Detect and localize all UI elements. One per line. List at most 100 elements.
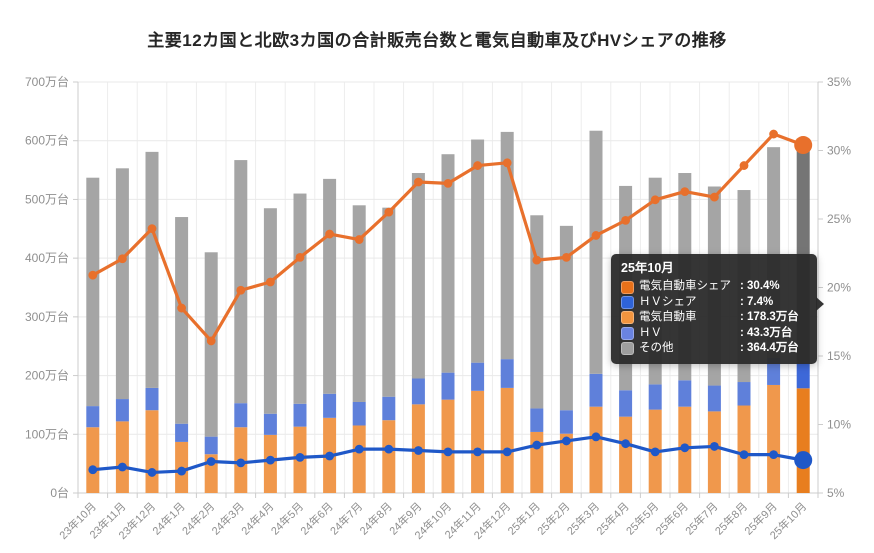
line-point-hv-share[interactable] [88, 465, 98, 475]
bar-segment-ev[interactable] [796, 388, 810, 493]
bar-segment-other[interactable] [175, 217, 189, 424]
bar-segment-other[interactable] [530, 215, 544, 409]
line-point-hv-share[interactable] [591, 432, 601, 442]
line-point-ev-share[interactable] [177, 303, 187, 313]
line-point-hv-share[interactable] [739, 450, 749, 460]
bar-segment-other[interactable] [589, 130, 603, 374]
line-point-hv-share[interactable] [532, 440, 542, 450]
line-point-ev-share[interactable] [710, 192, 719, 202]
line-point-hv-share[interactable] [295, 452, 305, 462]
line-point-hv-share[interactable] [354, 444, 364, 454]
bar-segment-other[interactable] [352, 205, 366, 402]
bar-segment-ev[interactable] [441, 399, 455, 493]
bar-segment-hv[interactable] [86, 406, 100, 428]
bar-segment-other[interactable] [559, 225, 573, 411]
bar-segment-ev[interactable] [500, 387, 514, 493]
bar-segment-hv[interactable] [382, 396, 396, 421]
line-point-ev-share[interactable] [650, 195, 660, 205]
line-point-hv-share[interactable] [794, 451, 813, 470]
line-point-hv-share[interactable] [236, 458, 246, 468]
bar-segment-hv[interactable] [796, 362, 810, 389]
line-point-ev-share[interactable] [236, 285, 246, 295]
line-point-ev-share[interactable] [295, 252, 305, 262]
bar-segment-hv[interactable] [589, 373, 603, 407]
bar-segment-hv[interactable] [175, 423, 189, 442]
line-point-hv-share[interactable] [384, 444, 394, 454]
bar-segment-ev[interactable] [382, 420, 396, 493]
line-point-hv-share[interactable] [177, 466, 187, 476]
line-point-ev-share[interactable] [266, 277, 275, 287]
bar-segment-other[interactable] [115, 168, 129, 400]
bar-segment-hv[interactable] [530, 408, 544, 432]
line-point-hv-share[interactable] [118, 462, 127, 472]
line-point-hv-share[interactable] [710, 442, 719, 451]
line-point-ev-share[interactable] [473, 161, 482, 170]
bar-segment-hv[interactable] [471, 362, 485, 391]
line-point-hv-share[interactable] [266, 455, 275, 465]
line-point-ev-share[interactable] [88, 270, 98, 280]
bar-segment-ev[interactable] [619, 416, 633, 493]
bar-segment-hv[interactable] [115, 399, 129, 422]
line-point-ev-share[interactable] [621, 215, 630, 225]
line-point-ev-share[interactable] [325, 229, 334, 239]
bar-segment-hv[interactable] [500, 359, 514, 388]
line-point-hv-share[interactable] [621, 439, 630, 449]
bar-segment-hv[interactable] [263, 413, 277, 435]
bar-segment-hv[interactable] [619, 390, 633, 417]
line-point-ev-share[interactable] [118, 254, 127, 264]
line-point-hv-share[interactable] [769, 450, 778, 460]
bar-segment-other[interactable] [293, 193, 307, 404]
bar-segment-hv[interactable] [707, 385, 721, 412]
bar-segment-other[interactable] [411, 173, 425, 379]
bar-segment-hv[interactable] [323, 393, 337, 418]
bar-segment-other[interactable] [323, 178, 337, 394]
bar-segment-other[interactable] [500, 131, 514, 360]
bar-segment-hv[interactable] [441, 372, 455, 400]
bar-segment-hv[interactable] [648, 384, 662, 410]
bar-segment-hv[interactable] [737, 382, 751, 406]
line-point-hv-share[interactable] [562, 436, 571, 446]
line-point-ev-share[interactable] [147, 224, 157, 233]
line-point-ev-share[interactable] [414, 177, 423, 187]
line-point-ev-share[interactable] [680, 187, 690, 197]
bar-segment-hv[interactable] [678, 380, 692, 407]
line-point-hv-share[interactable] [650, 447, 660, 457]
line-point-ev-share[interactable] [794, 136, 813, 155]
bar-segment-ev[interactable] [471, 390, 485, 493]
line-point-hv-share[interactable] [147, 468, 157, 477]
bar-segment-hv[interactable] [352, 401, 366, 426]
bar-segment-ev[interactable] [145, 410, 159, 493]
bar-segment-ev[interactable] [767, 384, 781, 493]
bar-segment-hv[interactable] [767, 357, 781, 385]
bar-segment-other[interactable] [234, 160, 248, 404]
bar-segment-ev[interactable] [559, 433, 573, 493]
bar-segment-hv[interactable] [204, 436, 218, 455]
bar-segment-ev[interactable] [115, 421, 129, 493]
line-point-ev-share[interactable] [443, 178, 453, 188]
bar-segment-ev[interactable] [737, 405, 751, 493]
bar-segment-other[interactable] [86, 177, 100, 407]
line-point-hv-share[interactable] [206, 457, 216, 466]
line-point-ev-share[interactable] [562, 252, 571, 262]
bar-segment-other[interactable] [145, 151, 159, 388]
bar-segment-ev[interactable] [86, 427, 100, 493]
bar-segment-other[interactable] [382, 207, 396, 397]
bar-segment-hv[interactable] [411, 378, 425, 405]
bar-segment-ev[interactable] [352, 425, 366, 493]
line-point-hv-share[interactable] [325, 451, 334, 461]
bar-segment-other[interactable] [471, 139, 485, 363]
bar-segment-other[interactable] [441, 154, 455, 373]
bar-segment-ev[interactable] [589, 406, 603, 493]
line-point-ev-share[interactable] [502, 158, 512, 168]
line-point-hv-share[interactable] [473, 447, 482, 457]
line-point-hv-share[interactable] [680, 443, 690, 453]
line-point-ev-share[interactable] [591, 231, 601, 240]
bar-segment-ev[interactable] [707, 411, 721, 493]
line-point-hv-share[interactable] [443, 447, 453, 457]
line-point-ev-share[interactable] [739, 161, 749, 170]
bar-segment-hv[interactable] [559, 410, 573, 434]
line-point-ev-share[interactable] [354, 235, 364, 244]
bar-segment-other[interactable] [263, 208, 277, 414]
line-point-ev-share[interactable] [532, 255, 542, 265]
